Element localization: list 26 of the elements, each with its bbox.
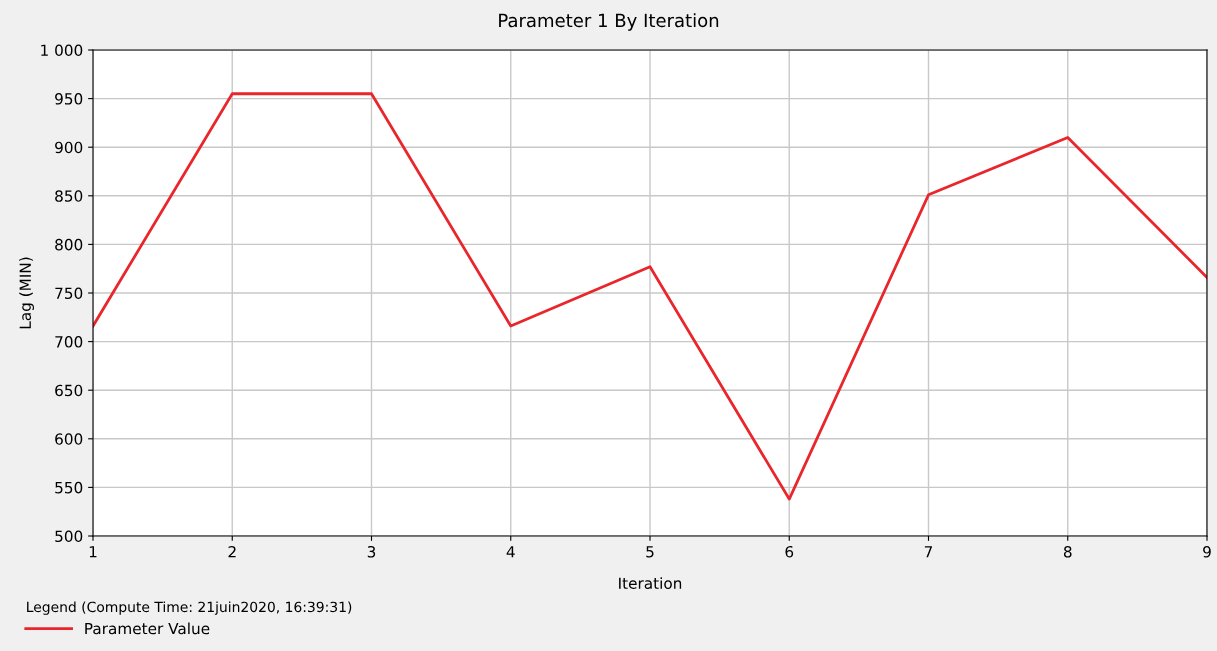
- y-tick-label: 800: [55, 238, 83, 251]
- x-tick-label: 2: [228, 545, 236, 558]
- line-series: [93, 92, 1207, 501]
- y-tick-label: 550: [55, 481, 83, 494]
- x-tick-label: 3: [367, 545, 376, 558]
- legend-label: Parameter Value: [85, 622, 210, 635]
- y-tick-label: 950: [55, 93, 83, 105]
- x-tick-label: 6: [785, 545, 794, 558]
- x-tick-label: 9: [1203, 545, 1211, 558]
- y-tick-label: 650: [55, 384, 83, 397]
- y-tick-label: 500: [55, 530, 83, 543]
- y-tick-label: 850: [55, 190, 83, 202]
- x-tick-label: 4: [506, 546, 515, 558]
- x-tick-label: 1: [89, 546, 97, 558]
- x-tick-label: 5: [646, 546, 654, 558]
- x-tick-label: 7: [924, 546, 933, 558]
- y-tick-label: 900: [55, 141, 83, 154]
- y-tick-label: 700: [55, 336, 83, 348]
- y-tick-label: 600: [55, 433, 83, 445]
- chart-title: Parameter 1 By Iteration: [499, 13, 719, 31]
- y-tick-label: 750: [55, 287, 83, 300]
- y-tick-label: 1 000: [41, 44, 83, 57]
- legend-title: Legend (Compute Time: 21juin2020, 16:39:31): [27, 601, 352, 615]
- x-tick-label: 8: [1063, 545, 1072, 558]
- y-axis-title: Lag (MIN): [19, 257, 34, 329]
- x-axis-title: Iteration: [619, 577, 682, 589]
